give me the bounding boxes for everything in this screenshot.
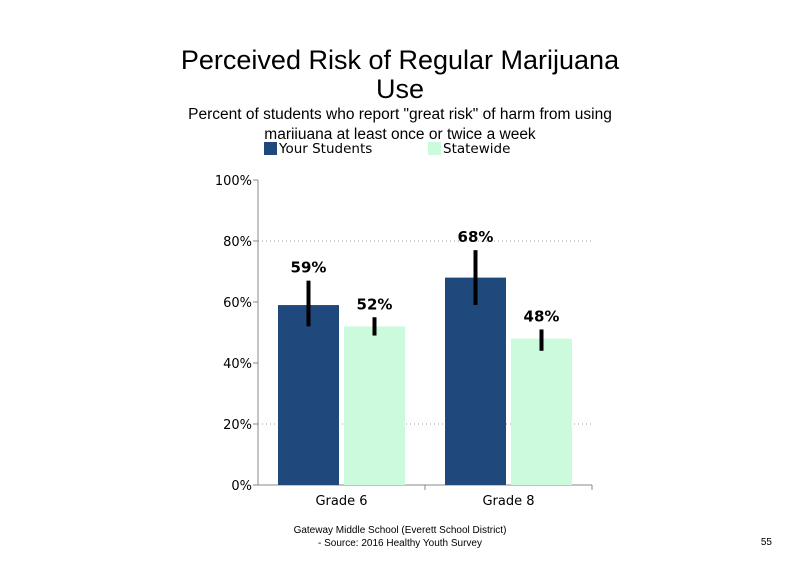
chart-subtitle: Percent of students who report "great ri… [188, 106, 612, 139]
y-tick-label: 100% [215, 174, 252, 189]
chart-subtitle-container: Percent of students who report "great ri… [180, 105, 620, 139]
bar-statewide-grade-8 [511, 338, 572, 485]
footer-source: - Source: 2016 Healthy Youth Survey [318, 538, 482, 549]
legend-label-your-students: Your Students [279, 141, 373, 157]
x-category-label: Grade 6 [315, 494, 367, 509]
footer-school: Gateway Middle School (Everett School Di… [293, 525, 507, 536]
data-label: 52% [357, 295, 393, 313]
legend-swatch-statewide [428, 142, 441, 155]
chart-title: Perceived Risk of Regular Marijuana Use [180, 45, 620, 104]
bar-your-students-grade-8 [445, 277, 506, 485]
bar-your-students-grade-6 [278, 305, 339, 485]
x-category-label: Grade 8 [482, 494, 534, 509]
y-tick-label: 80% [223, 235, 252, 250]
y-tick-label: 0% [231, 479, 252, 494]
y-tick-label: 40% [223, 357, 252, 372]
legend-label-statewide: Statewide [443, 141, 511, 157]
source-footer: Gateway Middle School (Everett School Di… [250, 524, 550, 550]
data-label: 48% [524, 307, 560, 325]
data-label: 68% [458, 228, 494, 246]
y-tick-label: 20% [223, 418, 252, 433]
legend-swatch-your-students [264, 142, 277, 155]
page-number: 55 [760, 537, 772, 548]
bar-statewide-grade-6 [344, 326, 405, 485]
y-tick-label: 60% [223, 296, 252, 311]
data-label: 59% [291, 259, 327, 277]
